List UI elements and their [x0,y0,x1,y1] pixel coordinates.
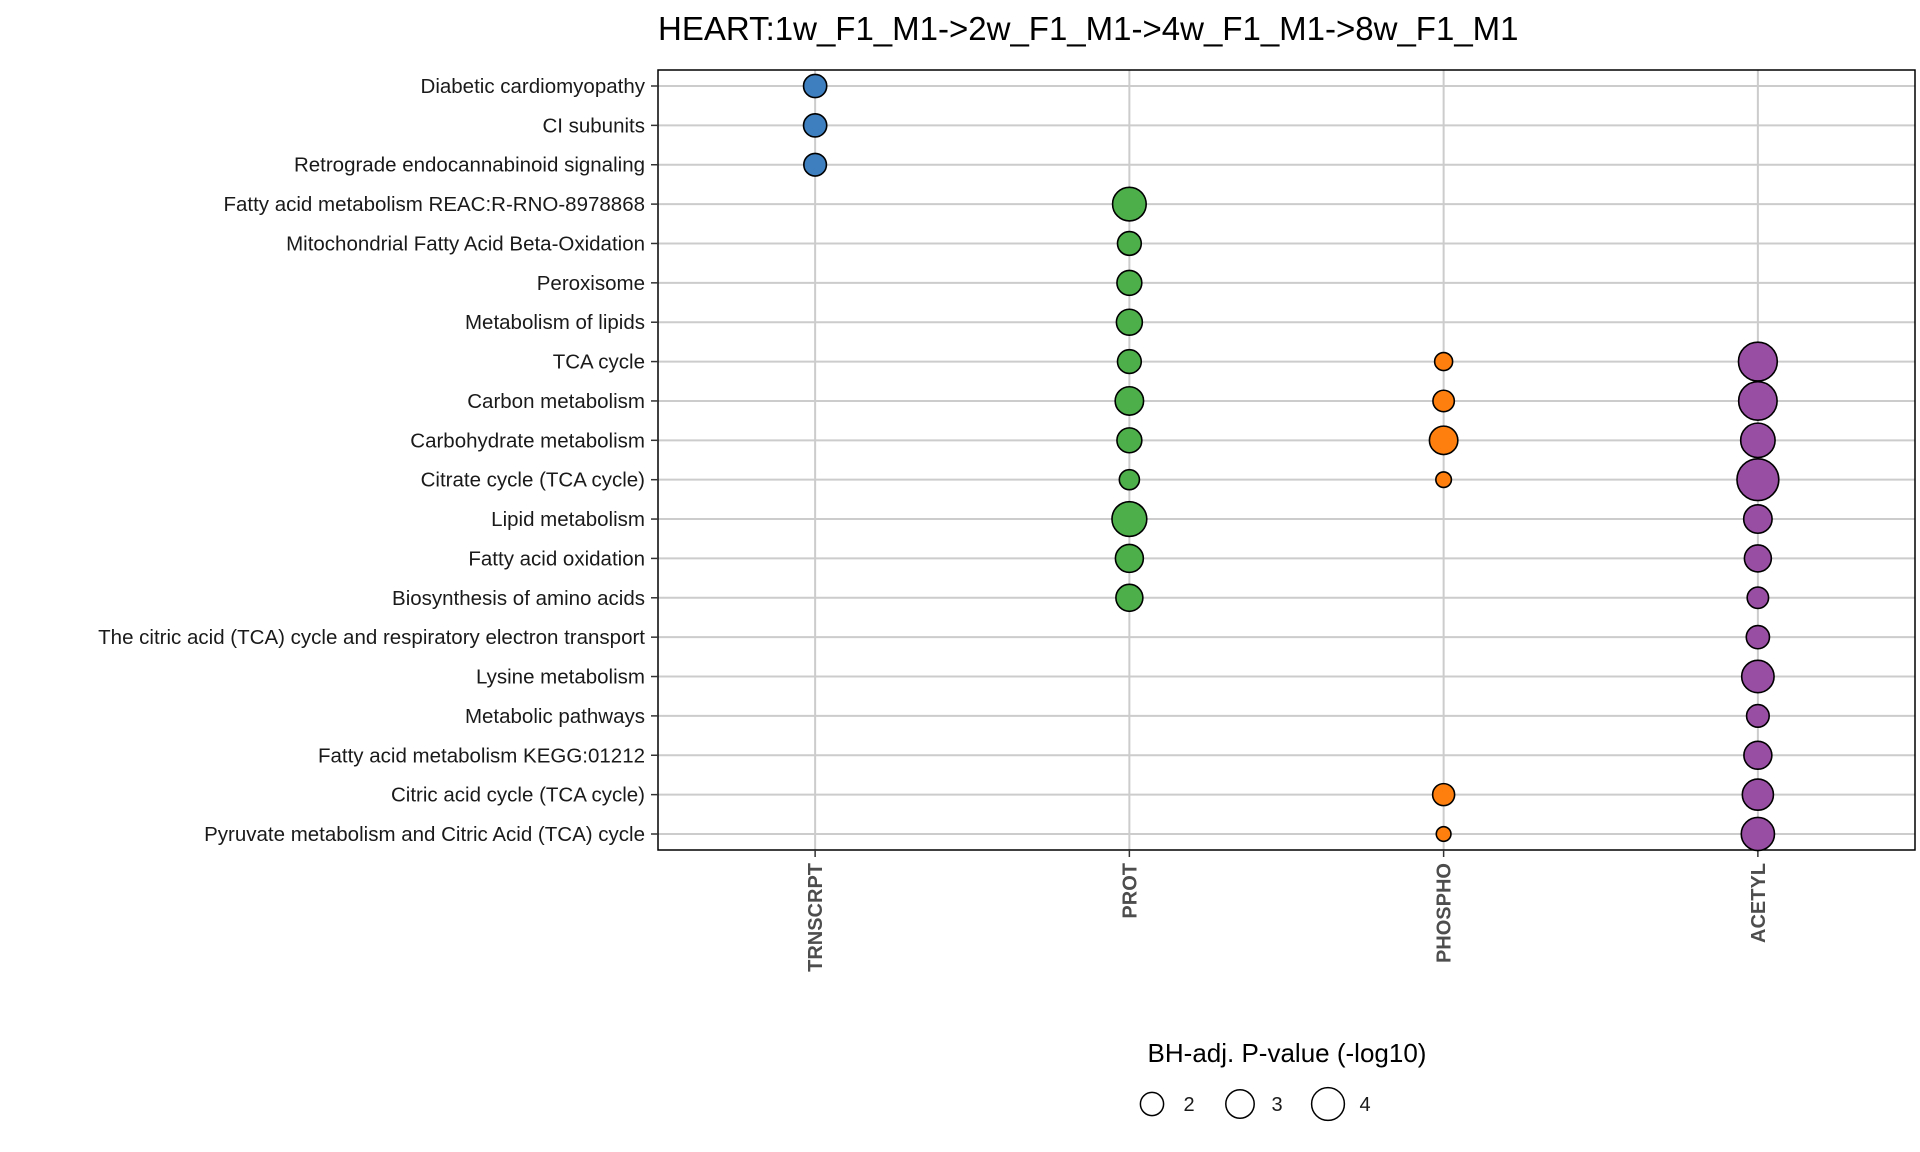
data-point [1431,782,1456,807]
data-point [1736,457,1780,502]
data-point [1114,543,1145,574]
y-tick-label: Carbon metabolism [467,390,645,413]
data-point [1118,468,1141,491]
data-point [1111,500,1148,538]
x-tick-label: PROT [1119,863,1141,919]
data-point [1737,341,1779,382]
legend-title: BH-adj. P-value (-log10) [1148,1038,1427,1068]
y-tick-label: CI subunits [542,114,645,137]
data-point [802,73,828,99]
x-axis: TRNSCRPT PROT PHOSPHO ACETYL [805,850,1770,972]
data-point [1116,230,1143,257]
data-point [1741,778,1775,811]
data-point [1743,740,1773,771]
data-point [1428,425,1459,456]
y-tick-label: Citric acid cycle (TCA cycle) [391,784,645,807]
data-point [802,112,828,138]
data-point [1114,385,1145,416]
y-tick-label: Metabolic pathways [465,705,645,728]
y-tick-label: The citric acid (TCA) cycle and respirat… [98,626,645,649]
y-tick-label: Fatty acid oxidation [468,547,645,570]
data-points [802,73,1780,852]
data-point [1116,348,1143,375]
data-point [1745,624,1771,650]
y-tick-label: Metabolism of lipids [465,311,645,334]
legend-size-label: 3 [1271,1094,1282,1116]
y-tick-label: Fatty acid metabolism REAC:R-RNO-8978868 [223,193,645,216]
data-point [1435,471,1453,489]
data-point [1737,380,1778,421]
y-tick-label: TCA cycle [553,351,645,374]
x-tick-label: TRNSCRPT [805,863,827,972]
plot-panel-border [657,69,1916,851]
y-tick-label: Mitochondrial Fatty Acid Beta-Oxidation [286,232,645,255]
y-tick-label: Diabetic cardiomyopathy [421,75,646,98]
x-tick-label: PHOSPHO [1434,863,1456,963]
y-tick-label: Biosynthesis of amino acids [392,587,645,610]
legend-size-circle [1139,1091,1165,1117]
data-point [1116,427,1143,454]
data-point [1115,308,1144,336]
y-tick-label: Fatty acid metabolism KEGG:01212 [318,744,645,767]
data-point [1435,825,1452,843]
data-point [1116,269,1143,297]
data-point [1111,186,1147,222]
data-point [1745,703,1770,728]
legend-size-circle [1310,1086,1346,1122]
y-tick-label: Carbohydrate metabolism [410,429,645,452]
size-legend: BH-adj. P-value (-log10) 2 3 4 [1139,1038,1427,1122]
y-tick-label: Citrate cycle (TCA cycle) [421,469,645,492]
data-point [1432,389,1456,413]
data-point [1740,816,1776,852]
data-point [1115,583,1144,613]
data-point [1740,659,1775,694]
data-point [1742,504,1773,535]
y-tick-label: Peroxisome [537,272,645,295]
data-point [803,152,828,177]
y-tick-label: Retrograde endocannabinoid signaling [294,154,645,177]
data-point [1743,544,1773,573]
data-point [1739,422,1776,459]
y-tick-label: Lipid metabolism [491,508,645,531]
data-point [1746,586,1770,610]
y-tick-label: Lysine metabolism [476,666,645,689]
grid-lines [658,70,1915,850]
x-tick-label: ACETYL [1748,863,1770,943]
chart-title: HEART:1w_F1_M1->2w_F1_M1->4w_F1_M1->8w_F… [658,10,1519,47]
y-tick-label: Pyruvate metabolism and Citric Acid (TCA… [204,823,645,846]
data-point [1433,351,1454,372]
legend-size-label: 2 [1183,1094,1194,1116]
legend-size-circle [1225,1089,1255,1119]
legend-size-label: 4 [1359,1094,1370,1116]
y-axis: Diabetic cardiomyopathy CI subunits Retrog… [98,75,658,846]
